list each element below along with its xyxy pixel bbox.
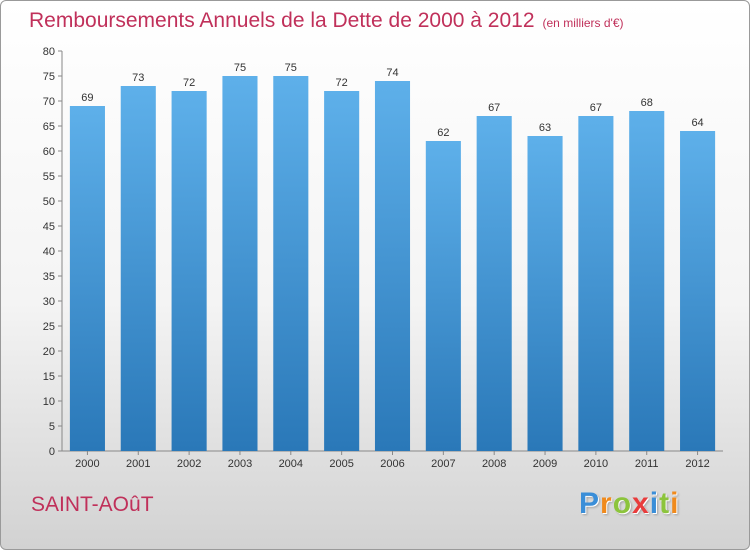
- y-tick-label: 70: [43, 96, 55, 108]
- y-tick-label: 35: [43, 271, 55, 283]
- logo-letter: o: [612, 487, 633, 520]
- y-tick-label: 0: [49, 446, 55, 458]
- y-tick-label: 45: [43, 221, 55, 233]
- bar-2002: [171, 91, 207, 451]
- x-tick-label-2004: 2004: [279, 458, 303, 470]
- logo-letter: r: [600, 487, 613, 520]
- x-tick-label-2009: 2009: [533, 458, 557, 470]
- x-tick-label-2005: 2005: [329, 458, 353, 470]
- bar-2003: [222, 76, 258, 451]
- x-tick-label-2000: 2000: [75, 458, 99, 470]
- bar-2012: [680, 131, 716, 451]
- bar-2007: [425, 141, 461, 451]
- value-label-2000: 69: [81, 92, 93, 104]
- value-label-2002: 72: [183, 77, 195, 89]
- bar-2000: [69, 106, 105, 451]
- x-tick-label-2002: 2002: [177, 458, 201, 470]
- chart-title: Remboursements Annuels de la Dette de 20…: [29, 9, 624, 33]
- y-tick-label: 80: [43, 46, 55, 58]
- y-tick-label: 40: [43, 246, 55, 258]
- x-tick-label-2003: 2003: [228, 458, 252, 470]
- value-label-2004: 75: [285, 62, 297, 74]
- y-tick-label: 15: [43, 371, 55, 383]
- x-tick-label-2007: 2007: [431, 458, 455, 470]
- x-tick-label-2008: 2008: [482, 458, 506, 470]
- y-tick-label: 10: [43, 396, 55, 408]
- bar-2005: [324, 91, 360, 451]
- y-tick-label: 75: [43, 71, 55, 83]
- bar-series: 69 73 72 75 75 72 74 62 67 63 67 68 64: [69, 62, 716, 451]
- value-label-2009: 63: [539, 122, 551, 134]
- bar-2010: [578, 116, 614, 451]
- x-tick-label-2011: 2011: [635, 458, 659, 470]
- y-tick-label: 65: [43, 121, 55, 133]
- value-label-2012: 64: [691, 117, 703, 129]
- logo-letter: i: [670, 487, 680, 520]
- y-tick-label: 50: [43, 196, 55, 208]
- logo-letter: i: [649, 487, 660, 520]
- value-label-2007: 62: [437, 127, 449, 139]
- logo-letter: P: [579, 487, 601, 520]
- x-tick-label-2001: 2001: [126, 458, 150, 470]
- value-label-2003: 75: [234, 62, 246, 74]
- value-label-2001: 73: [132, 72, 144, 84]
- x-axis: 2000 2001 2002 2003 2004 2005 2006 2007 2008 2009…: [62, 450, 723, 470]
- bar-2001: [120, 86, 156, 451]
- y-axis: 0 5 10 15 20 25 30 35 40 45 50 55 60 65 70 75 80: [43, 46, 63, 458]
- value-label-2005: 72: [336, 77, 348, 89]
- bar-2011: [629, 111, 665, 451]
- place-name: SAINT-AOûT: [31, 493, 154, 516]
- y-tick-label: 55: [43, 171, 55, 183]
- y-tick-label: 25: [43, 321, 55, 333]
- chart-subtitle: (en milliers d'€): [542, 16, 624, 30]
- value-label-2011: 68: [641, 97, 653, 109]
- y-tick-label: 5: [49, 421, 55, 433]
- bar-2008: [476, 116, 512, 451]
- y-tick-label: 60: [43, 146, 55, 158]
- x-tick-label-2010: 2010: [584, 458, 608, 470]
- value-label-2008: 67: [488, 102, 500, 114]
- x-tick-label-2006: 2006: [380, 458, 404, 470]
- y-tick-label: 30: [43, 296, 55, 308]
- y-tick-label: 20: [43, 346, 55, 358]
- x-tick-label-2012: 2012: [685, 458, 709, 470]
- title-text: Remboursements Annuels de la Dette de 20…: [29, 9, 535, 32]
- logo-letter: t: [659, 487, 671, 520]
- value-label-2006: 74: [386, 67, 398, 79]
- bar-2009: [527, 136, 563, 451]
- proxiti-logo: Proxiti: [579, 487, 679, 521]
- bar-2004: [273, 76, 309, 451]
- value-label-2010: 67: [590, 102, 602, 114]
- bar-2006: [374, 81, 411, 451]
- logo-letter: x: [632, 487, 650, 520]
